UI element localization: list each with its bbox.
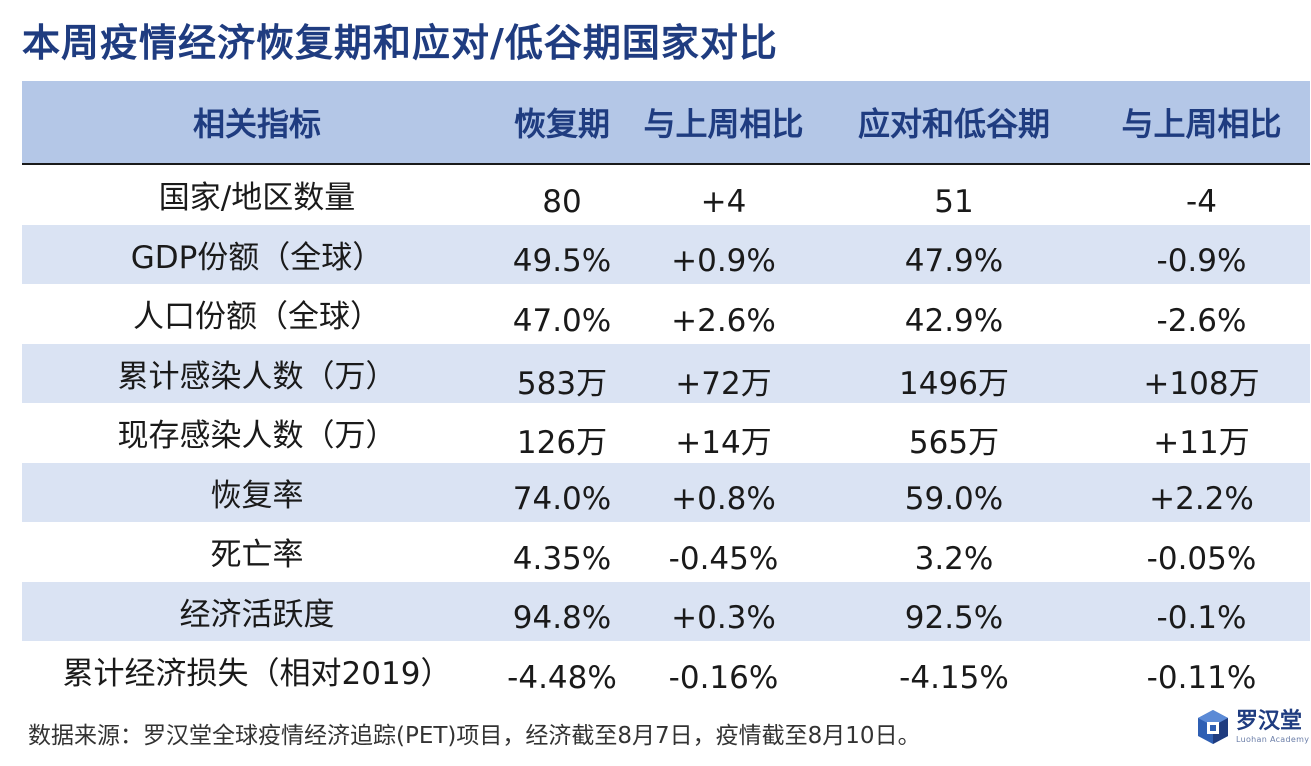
cell-value: 126万 (516, 425, 608, 462)
cell-value: -0.05% (1146, 540, 1257, 577)
cell-value: 47.9% (904, 243, 1004, 280)
cell-value: 49.5% (512, 243, 612, 280)
logo-name-cn: 罗汉堂 (1236, 708, 1303, 734)
logo-text: 罗汉堂 Luohan Academy (1236, 708, 1310, 744)
row-label: 经济活跃度 (179, 596, 335, 633)
cell-value: 51 (934, 183, 974, 220)
cell-value: +72万 (675, 365, 772, 402)
cell-value: 59.0% (904, 481, 1004, 518)
cell-value: +4 (700, 183, 747, 220)
cell-value: +0.9% (671, 243, 776, 280)
cell-value: 4.35% (512, 540, 612, 577)
table-row: 死亡率 4.35% -0.45% 3.2% -0.05% (22, 522, 1310, 582)
cell-value: 74.0% (512, 481, 612, 518)
table-header-row: 相关指标 恢复期 与上周相比 应对和低谷期 与上周相比 (22, 81, 1310, 165)
table-row: 恢复率 74.0% +0.8% 59.0% +2.2% (22, 462, 1310, 522)
row-label: 累计感染人数（万） (117, 358, 397, 395)
luohan-logo: 罗汉堂 Luohan Academy (1196, 709, 1309, 745)
logo-name-en: Luohan Academy (1236, 734, 1310, 744)
data-source-note: 数据来源：罗汉堂全球疫情经济追踪(PET)项目，经济截至8月7日，疫情截至8月1… (28, 723, 921, 749)
cell-value: 92.5% (904, 600, 1004, 637)
cell-value: -4.48% (507, 659, 617, 696)
header-response-change: 与上周相比 (1121, 105, 1282, 143)
header-indicator: 相关指标 (192, 105, 321, 143)
cell-value: 42.9% (904, 302, 1004, 339)
table-row: 累计感染人数（万） 583万 +72万 1496万 +108万 (22, 343, 1310, 403)
table-row: 累计经济损失（相对2019） -4.48% -0.16% -4.15% -0.1… (22, 641, 1310, 701)
cell-value: -0.11% (1146, 659, 1257, 696)
row-label: 现存感染人数（万） (117, 418, 397, 455)
cell-value: 1496万 (899, 365, 1009, 402)
cell-value: 47.0% (512, 302, 612, 339)
page-title: 本周疫情经济恢复期和应对/低谷期国家对比 (22, 21, 778, 65)
table-row: 人口份额（全球） 47.0% +2.6% 42.9% -2.6% (22, 284, 1310, 344)
row-label: 累计经济损失（相对2019） (62, 656, 452, 693)
cell-value: -2.6% (1156, 302, 1247, 339)
row-label: 人口份额（全球） (133, 299, 381, 336)
table-row: GDP份额（全球） 49.5% +0.9% 47.9% -0.9% (22, 224, 1310, 284)
header-recovery: 恢复期 (513, 105, 610, 143)
cell-value: +11万 (1153, 425, 1250, 462)
row-label: 死亡率 (210, 537, 304, 574)
cell-value: +2.6% (671, 302, 776, 339)
cell-value: -0.1% (1156, 600, 1247, 637)
cell-value: +108万 (1143, 365, 1260, 402)
cell-value: +0.3% (671, 600, 776, 637)
cell-value: -0.45% (668, 540, 779, 577)
header-recovery-change: 与上周相比 (643, 105, 804, 143)
cell-value: +2.2% (1149, 481, 1254, 518)
cell-value: -4 (1186, 183, 1217, 220)
cell-value: +14万 (675, 425, 772, 462)
row-label: 恢复率 (210, 477, 304, 514)
luohan-logo-icon (1198, 710, 1228, 744)
cell-value: 3.2% (914, 540, 994, 577)
row-label: 国家/地区数量 (158, 180, 356, 217)
comparison-table: 相关指标 恢复期 与上周相比 应对和低谷期 与上周相比 国家/地区数量 80 +… (22, 81, 1310, 701)
cell-value: 94.8% (512, 600, 612, 637)
header-response-trough: 应对和低谷期 (857, 105, 1050, 143)
row-label: GDP份额（全球） (130, 239, 384, 276)
cell-value: -0.16% (668, 659, 779, 696)
cell-value: 565万 (908, 425, 1000, 462)
table-row: 经济活跃度 94.8% +0.3% 92.5% -0.1% (22, 581, 1310, 641)
cell-value: -0.9% (1156, 243, 1247, 280)
table-row: 国家/地区数量 80 +4 51 -4 (22, 165, 1310, 225)
cell-value: 80 (542, 183, 582, 220)
cell-value: -4.15% (899, 659, 1009, 696)
cell-value: 583万 (516, 365, 608, 402)
table-row: 现存感染人数（万） 126万 +14万 565万 +11万 (22, 403, 1310, 463)
cell-value: +0.8% (671, 481, 776, 518)
